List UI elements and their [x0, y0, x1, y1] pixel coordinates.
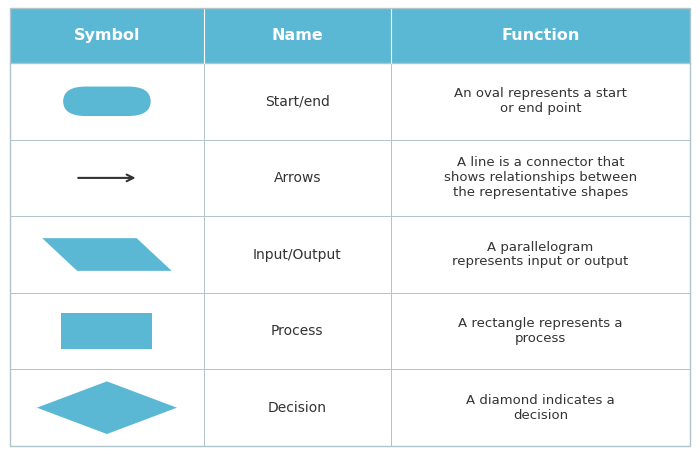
Polygon shape	[37, 381, 177, 434]
Text: Arrows: Arrows	[274, 171, 321, 185]
Text: Function: Function	[501, 28, 580, 43]
Text: Start/end: Start/end	[265, 94, 330, 109]
Text: Symbol: Symbol	[74, 28, 140, 43]
Text: A line is a connector that
shows relationships between
the representative shapes: A line is a connector that shows relatio…	[444, 156, 637, 199]
Text: Decision: Decision	[268, 401, 327, 415]
Text: Input/Output: Input/Output	[253, 247, 342, 262]
Text: A rectangle represents a
process: A rectangle represents a process	[458, 317, 623, 345]
Text: A parallelogram
represents input or output: A parallelogram represents input or outp…	[452, 241, 629, 268]
FancyBboxPatch shape	[63, 87, 150, 116]
Text: Name: Name	[272, 28, 323, 43]
Text: An oval represents a start
or end point: An oval represents a start or end point	[454, 87, 626, 115]
Text: A diamond indicates a
decision: A diamond indicates a decision	[466, 394, 615, 422]
Polygon shape	[42, 238, 172, 271]
Bar	[10, 8, 690, 63]
Text: Process: Process	[271, 324, 323, 338]
Bar	[62, 313, 153, 349]
Bar	[10, 8, 690, 446]
